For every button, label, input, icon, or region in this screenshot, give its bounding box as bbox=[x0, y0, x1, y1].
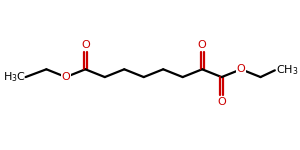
Text: O: O bbox=[217, 97, 226, 107]
Text: O: O bbox=[237, 64, 245, 74]
Text: O: O bbox=[81, 40, 90, 50]
Text: O: O bbox=[198, 40, 206, 50]
Text: O: O bbox=[61, 72, 70, 82]
Text: CH$_3$: CH$_3$ bbox=[276, 63, 298, 77]
Text: H$_3$C: H$_3$C bbox=[3, 70, 26, 84]
